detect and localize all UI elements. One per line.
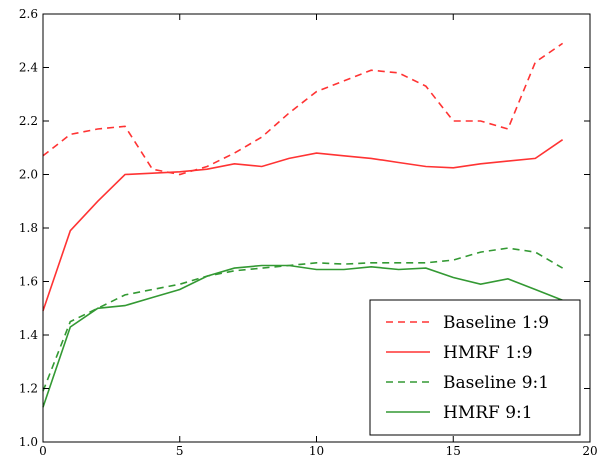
plot-area — [42, 42, 564, 408]
y-tick-label: 1.2 — [19, 382, 38, 396]
legend-label: HMRF 9:1 — [443, 403, 533, 423]
y-tick-label: 2.0 — [19, 168, 38, 182]
x-tick-label: 5 — [176, 444, 184, 458]
x-tick-label: 0 — [39, 444, 47, 458]
y-tick-label: 1.6 — [19, 275, 38, 289]
y-tick-label: 2.2 — [19, 114, 38, 128]
y-tick-label: 2.6 — [19, 7, 38, 21]
y-tick-label: 2.4 — [19, 61, 38, 75]
series-line-2 — [42, 139, 564, 312]
series-line-4 — [42, 264, 563, 408]
legend: Baseline 1:9 HMRF 1:9 Baseline 9:1 HMRF 9:1 — [369, 299, 581, 436]
series-line-1 — [42, 42, 564, 176]
x-tick-label: 15 — [446, 444, 461, 458]
legend-label: Baseline 1:9 — [443, 313, 549, 333]
legend-label: HMRF 1:9 — [443, 343, 533, 363]
y-tick-label: 1.4 — [19, 328, 38, 342]
x-tick-label: 10 — [309, 444, 324, 458]
x-tick-label: 20 — [582, 444, 597, 458]
y-tick-label: 1.0 — [19, 435, 38, 449]
axes: 0 5 10 15 20 1.0 1.2 1.4 1.6 1.8 2.0 2.2 2.4 2.6 — [19, 7, 598, 458]
legend-label: Baseline 9:1 — [443, 373, 549, 393]
y-tick-label: 1.8 — [19, 221, 38, 235]
series-line-3 — [42, 247, 564, 392]
